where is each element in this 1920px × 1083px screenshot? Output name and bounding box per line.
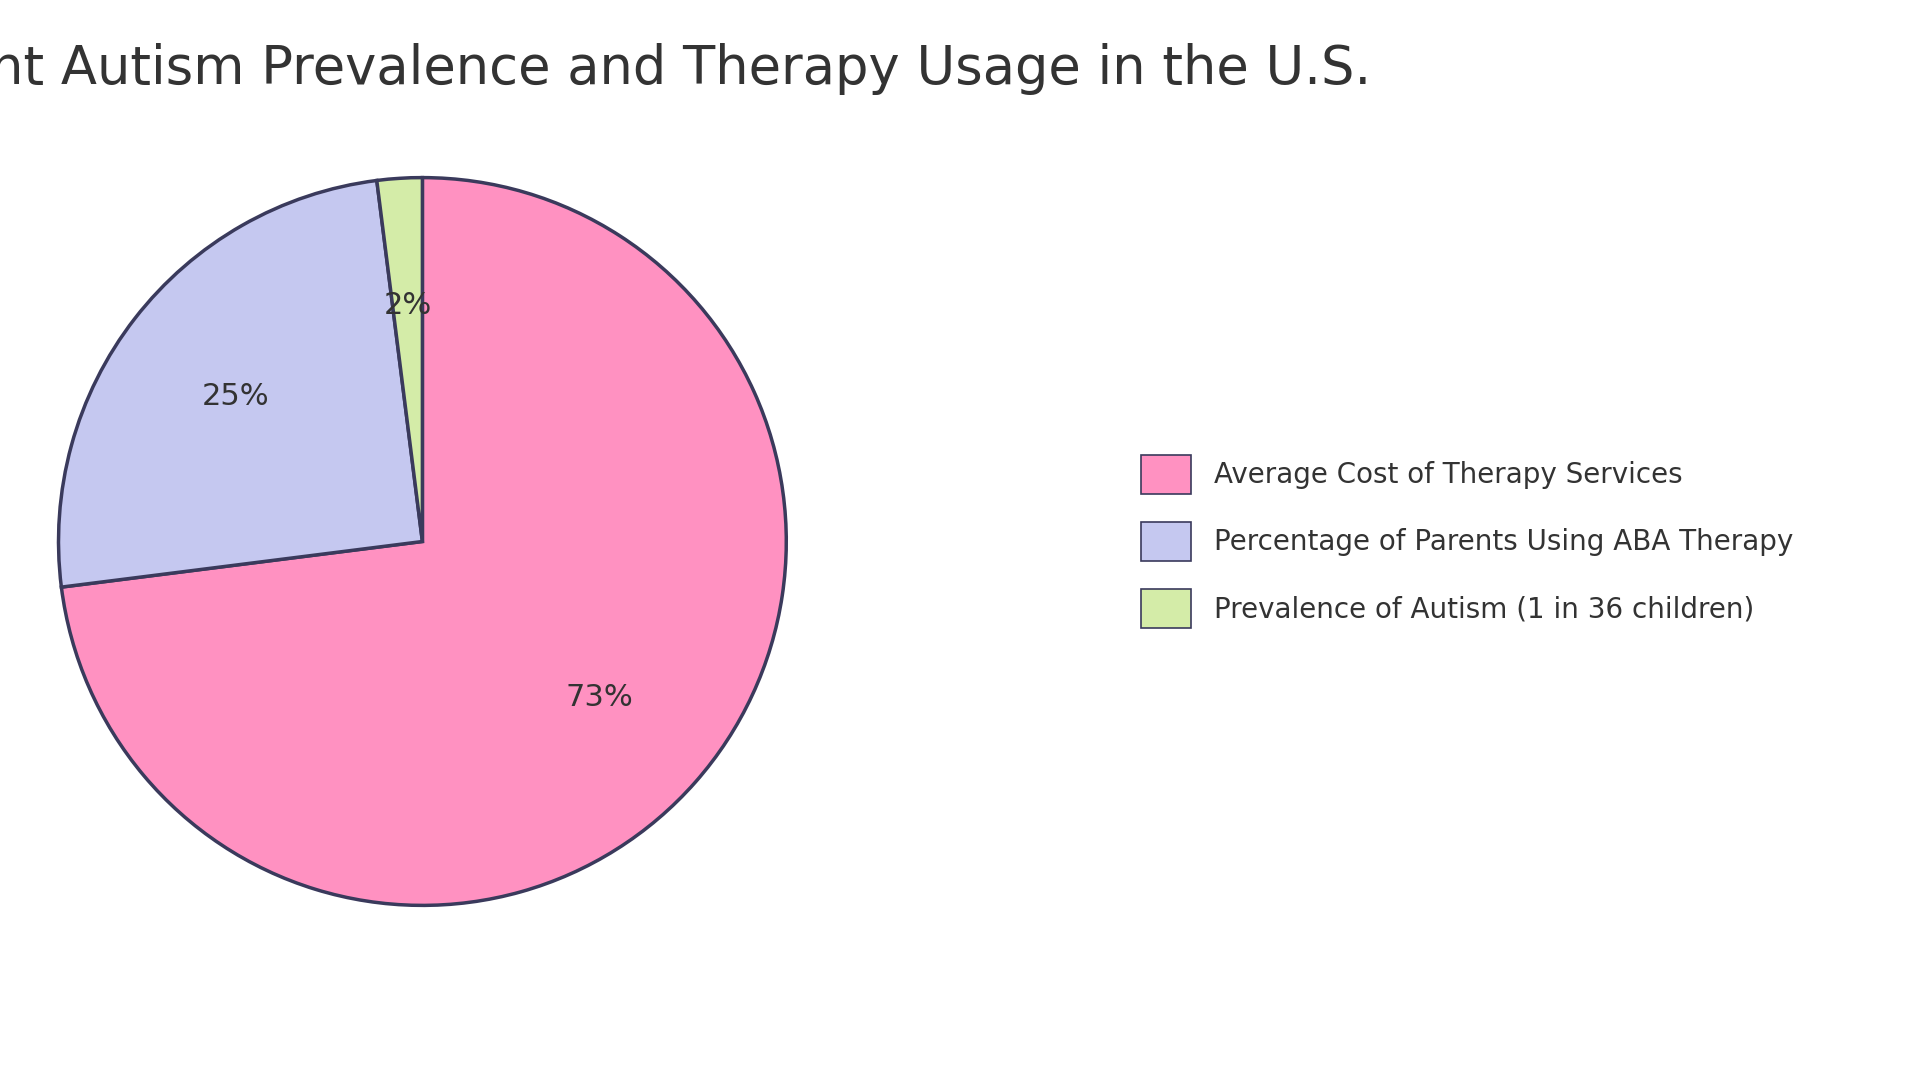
- Wedge shape: [58, 181, 422, 587]
- Text: 25%: 25%: [202, 382, 269, 412]
- Wedge shape: [61, 178, 787, 905]
- Text: 2%: 2%: [384, 291, 432, 319]
- Text: Current Autism Prevalence and Therapy Usage in the U.S.: Current Autism Prevalence and Therapy Us…: [0, 43, 1371, 95]
- Wedge shape: [376, 178, 422, 542]
- Legend: Average Cost of Therapy Services, Percentage of Parents Using ABA Therapy, Preva: Average Cost of Therapy Services, Percen…: [1127, 441, 1807, 642]
- Text: 73%: 73%: [566, 683, 634, 713]
